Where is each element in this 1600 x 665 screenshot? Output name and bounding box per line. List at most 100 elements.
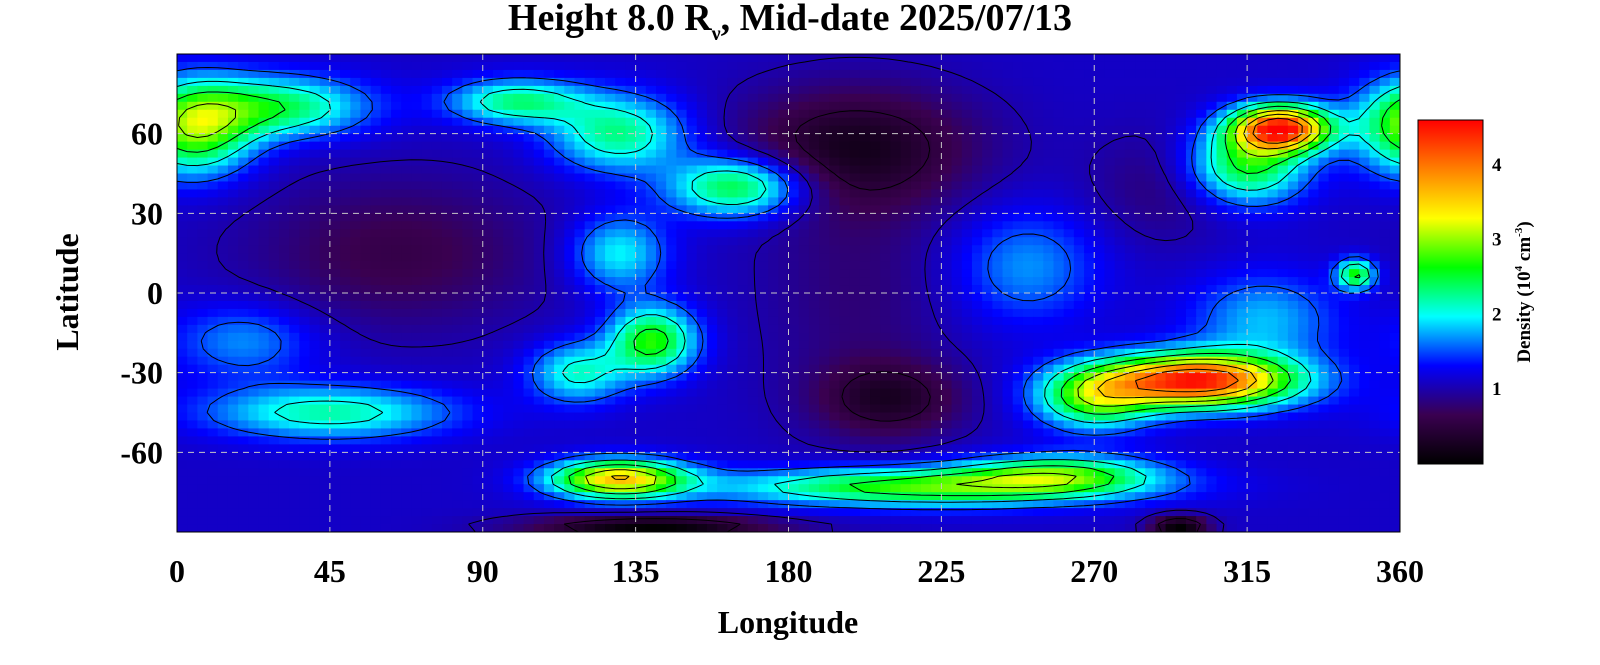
density-cell [900, 293, 912, 302]
density-cell [1063, 372, 1075, 382]
density-cell [1094, 85, 1106, 95]
density-cell [1104, 245, 1116, 254]
density-cell [278, 133, 290, 143]
density-cell [992, 316, 1004, 326]
density-cell [941, 356, 953, 366]
density-cell [1389, 229, 1400, 238]
density-cell [1277, 69, 1289, 79]
density-cell [1033, 93, 1044, 103]
density-cell [462, 348, 474, 358]
density-cell [1012, 173, 1024, 183]
density-cell [696, 356, 708, 366]
density-cell [941, 157, 953, 167]
density-cell [1073, 356, 1085, 366]
density-cell [503, 356, 514, 366]
density-cell [238, 277, 249, 286]
density-cell [1216, 205, 1228, 214]
density-cell [1277, 229, 1289, 238]
density-cell [1114, 69, 1126, 79]
density-cell [452, 133, 463, 143]
density-cell [1369, 61, 1381, 71]
density-cell [441, 332, 453, 342]
density-cell [717, 356, 728, 366]
density-cell [778, 253, 790, 262]
density-cell [717, 189, 728, 198]
density-cell [920, 157, 932, 167]
density-cell [778, 141, 790, 151]
density-cell [1369, 253, 1381, 262]
density-cell [747, 205, 759, 214]
density-cell [1073, 348, 1085, 358]
density-cell [686, 340, 698, 350]
density-cell [849, 277, 861, 286]
density-cell [605, 221, 616, 230]
density-cell [391, 221, 402, 230]
density-cell [411, 348, 423, 358]
density-cell [870, 237, 881, 246]
density-cell [431, 332, 443, 342]
density-cell [890, 245, 902, 254]
density-cell [798, 77, 810, 87]
density-cell [920, 316, 932, 326]
density-cell [656, 332, 667, 342]
density-cell [1359, 253, 1371, 262]
density-cell [1247, 261, 1258, 270]
density-cell [1073, 277, 1085, 286]
density-cell [839, 69, 851, 79]
density-cell [1267, 245, 1279, 254]
density-cell [350, 125, 362, 135]
density-cell [360, 54, 372, 63]
density-cell [982, 221, 993, 230]
density-cell [1349, 77, 1360, 87]
density-cell [727, 332, 739, 342]
density-cell [197, 165, 209, 175]
density-cell [1012, 141, 1024, 151]
density-cell [472, 277, 484, 286]
density-cell [829, 380, 841, 390]
density-cell [574, 149, 586, 159]
density-cell [227, 261, 239, 270]
density-cell [289, 293, 300, 302]
density-cell [920, 364, 932, 374]
density-cell [747, 181, 759, 191]
density-cell [931, 109, 942, 119]
density-cell [1196, 77, 1207, 87]
density-cell [900, 372, 912, 382]
density-cell [656, 189, 667, 198]
density-cell [513, 277, 525, 286]
density-cell [1053, 69, 1065, 79]
density-cell [1226, 269, 1238, 278]
density-cell [564, 285, 576, 294]
density-cell [319, 261, 331, 270]
density-cell [890, 117, 902, 127]
density-cell [289, 197, 300, 206]
density-cell [788, 221, 800, 230]
density-cell [1012, 237, 1024, 246]
density-cell [635, 277, 647, 286]
density-cell [635, 348, 647, 358]
density-cell [798, 181, 810, 191]
density-cell [819, 93, 830, 103]
density-cell [1043, 340, 1055, 350]
density-cell [1349, 165, 1360, 175]
density-cell [1135, 85, 1146, 95]
density-cell [1022, 237, 1034, 246]
density-cell [1338, 364, 1350, 374]
density-cell [1287, 316, 1299, 326]
density-cell [217, 213, 229, 222]
density-cell [1073, 165, 1085, 175]
density-cell [676, 308, 688, 318]
density-cell [1165, 340, 1177, 350]
density-cell [1012, 117, 1024, 127]
density-cell [1124, 165, 1136, 175]
density-cell [299, 141, 311, 151]
density-cell [431, 69, 443, 79]
density-cell [982, 261, 993, 270]
density-cell [574, 54, 586, 63]
density-cell [554, 316, 565, 326]
density-cell [492, 308, 504, 318]
density-cell [870, 181, 881, 191]
density-cell [1369, 197, 1381, 206]
density-cell [523, 308, 535, 318]
density-cell [299, 237, 311, 246]
